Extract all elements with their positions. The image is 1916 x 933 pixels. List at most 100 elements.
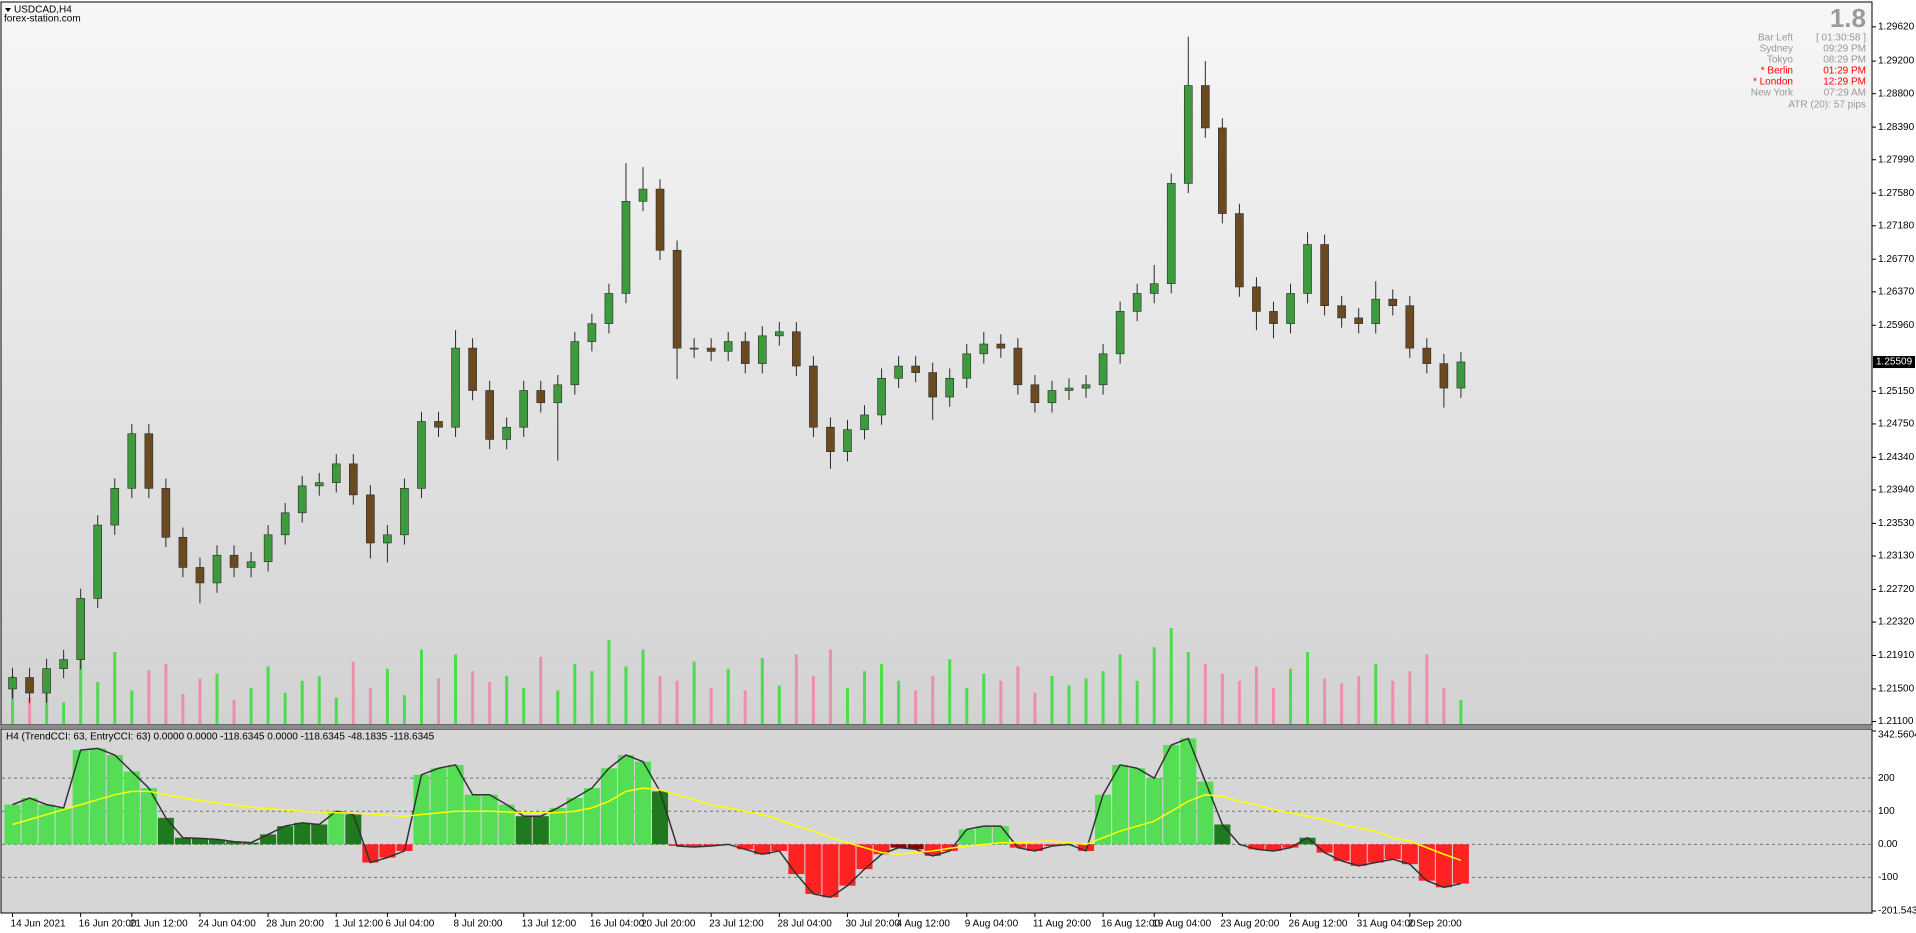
candle-body	[1218, 127, 1227, 214]
volume-bar	[1374, 664, 1378, 724]
candle-body	[127, 433, 137, 489]
cci-bar	[549, 807, 566, 845]
cci-bar	[822, 844, 839, 898]
volume-bar	[96, 682, 100, 724]
session-time: 12:29 PM	[1823, 77, 1866, 88]
candle-body	[1013, 347, 1023, 386]
cci-bar	[617, 755, 634, 845]
candle-body	[553, 384, 563, 404]
x-tick-label: 20 Jul 20:00	[641, 919, 696, 930]
cci-bar	[839, 844, 856, 886]
candle-body	[280, 512, 290, 536]
cci-bar	[805, 844, 822, 894]
candle-body	[1269, 311, 1278, 324]
volume-bar	[897, 680, 901, 724]
volume-bar	[607, 640, 611, 724]
x-tick-label: 9 Aug 04:00	[965, 919, 1019, 930]
candle-body	[536, 390, 546, 404]
cci-bar	[1401, 844, 1418, 865]
atr-label: ATR (20): 57 pips	[1788, 100, 1866, 111]
cci-bar	[1078, 844, 1095, 851]
cci-bar	[191, 838, 208, 845]
volume-bar	[675, 680, 679, 724]
candle-body	[314, 482, 324, 487]
y-tick-label: 1.26770	[1878, 254, 1915, 265]
candle-body	[655, 188, 665, 251]
cci-bar	[1009, 844, 1026, 848]
current-price-label: 1.25509	[1876, 357, 1913, 368]
candle-body	[587, 323, 597, 342]
symbol-title: USDCAD,H4	[14, 5, 72, 16]
y-tick-label: 1.28390	[1878, 122, 1915, 133]
candle-body	[1439, 363, 1449, 389]
volume-bar	[1016, 666, 1020, 724]
cci-bar	[174, 837, 191, 845]
cci-bar	[447, 764, 464, 845]
candle-body	[1405, 305, 1415, 349]
cci-bar	[1043, 844, 1060, 846]
candle-body	[246, 561, 256, 568]
y-tick-label: 1.22320	[1878, 617, 1915, 628]
cci-bar	[1299, 837, 1316, 845]
cci-bar	[1026, 844, 1043, 851]
cci-bar	[754, 844, 771, 855]
volume-bar	[147, 670, 151, 724]
volume-bar	[1340, 683, 1344, 724]
session-time: 07:29 AM	[1824, 88, 1866, 99]
y-tick-label: -100	[1878, 872, 1898, 883]
candle-body	[672, 249, 682, 349]
price-panel	[0, 1, 1873, 726]
y-tick-label: 1.29200	[1878, 56, 1915, 67]
volume-bar	[266, 666, 270, 724]
volume-bar	[1101, 671, 1105, 724]
cci-bar	[123, 771, 140, 845]
x-tick-label: 14 Jun 2021	[11, 919, 66, 930]
cci-bar	[72, 750, 89, 845]
x-tick-label: 30 Jul 20:00	[845, 919, 900, 930]
volume-bar	[948, 659, 952, 724]
volume-bar	[1323, 678, 1327, 724]
cci-bar	[1418, 844, 1435, 881]
session-label: Bar Left	[1758, 33, 1793, 44]
candle-body	[400, 488, 409, 536]
y-tick-label: 1.25960	[1878, 320, 1915, 331]
candle-body	[740, 341, 750, 364]
cci-bar	[1350, 844, 1367, 866]
candle-body	[1047, 390, 1057, 404]
cci-bar	[1435, 844, 1452, 888]
volume-bar	[130, 690, 134, 724]
cci-bar	[737, 844, 754, 850]
session-time: 09:29 PM	[1823, 44, 1866, 55]
candle-body	[451, 347, 460, 428]
volume-bar	[760, 658, 764, 724]
candle-body	[76, 598, 85, 660]
volume-bar	[164, 664, 168, 724]
session-label: New York	[1751, 88, 1794, 99]
volume-bar	[624, 666, 628, 724]
volume-bar	[385, 668, 389, 724]
cci-bar	[362, 844, 379, 863]
y-tick-label: 1.23940	[1878, 485, 1915, 496]
x-tick-label: 13 Jul 12:00	[522, 919, 577, 930]
cci-bar	[226, 841, 243, 845]
cci-bar	[277, 826, 294, 845]
session-label: * London	[1753, 77, 1793, 88]
y-tick-label: 0.00	[1878, 839, 1898, 850]
volume-bar	[590, 671, 594, 724]
volume-bar	[880, 664, 884, 724]
candle-body	[1252, 286, 1261, 312]
volume-bar	[914, 690, 918, 724]
candle-body	[604, 293, 614, 324]
y-tick-label: 1.26370	[1878, 286, 1915, 297]
spread-value: 1.8	[1830, 3, 1866, 33]
cci-bar	[1180, 738, 1197, 845]
menu-arrow[interactable]	[5, 8, 11, 12]
candle-body	[996, 343, 1006, 349]
candle-body	[212, 554, 222, 584]
candle-body	[894, 365, 903, 379]
cci-bar	[21, 798, 38, 845]
candle-body	[485, 390, 494, 440]
volume-bar	[1203, 664, 1207, 724]
volume-bar	[300, 680, 304, 724]
candle-body	[366, 494, 375, 544]
